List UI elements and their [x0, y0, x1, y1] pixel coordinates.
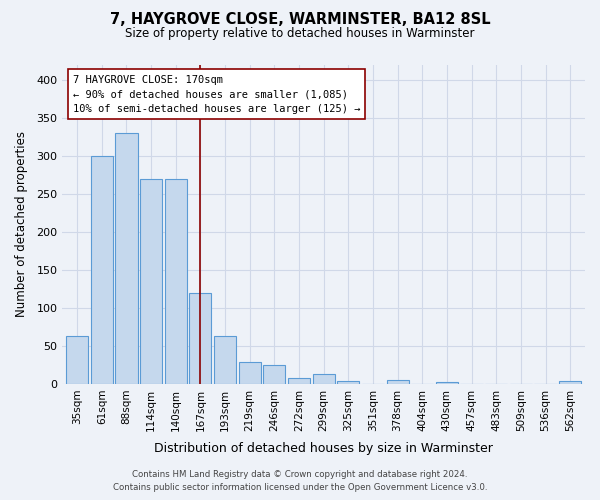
Text: Contains HM Land Registry data © Crown copyright and database right 2024.
Contai: Contains HM Land Registry data © Crown c… [113, 470, 487, 492]
Bar [239, 362, 261, 384]
Text: 7 HAYGROVE CLOSE: 170sqm
← 90% of detached houses are smaller (1,085)
10% of sem: 7 HAYGROVE CLOSE: 170sqm ← 90% of detach… [73, 74, 360, 114]
Text: 7, HAYGROVE CLOSE, WARMINSTER, BA12 8SL: 7, HAYGROVE CLOSE, WARMINSTER, BA12 8SL [110, 12, 490, 28]
Bar [66, 336, 88, 384]
Bar [164, 179, 187, 384]
Bar [386, 380, 409, 384]
Bar [337, 381, 359, 384]
Bar [288, 378, 310, 384]
Bar [436, 382, 458, 384]
Bar [313, 374, 335, 384]
Bar [140, 179, 162, 384]
Bar [115, 134, 137, 384]
Bar [214, 336, 236, 384]
Bar [263, 365, 286, 384]
Bar [559, 381, 581, 384]
Bar [91, 156, 113, 384]
Bar [189, 293, 211, 384]
Y-axis label: Number of detached properties: Number of detached properties [15, 132, 28, 318]
X-axis label: Distribution of detached houses by size in Warminster: Distribution of detached houses by size … [154, 442, 493, 455]
Text: Size of property relative to detached houses in Warminster: Size of property relative to detached ho… [125, 28, 475, 40]
